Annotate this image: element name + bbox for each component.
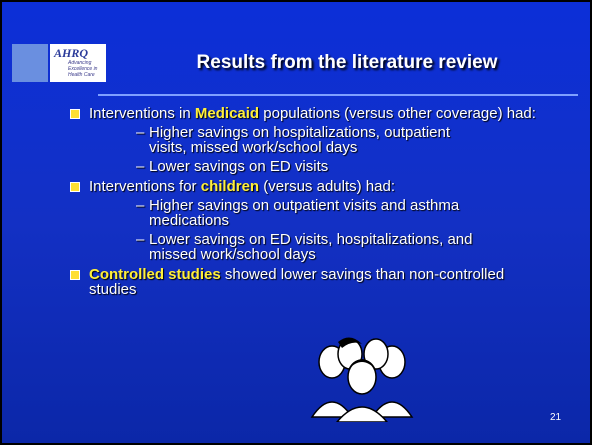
seal	[12, 44, 48, 82]
logo: AHRQ Advancing Excellence in Health Care	[12, 44, 106, 84]
tagline-line: Advancing	[68, 60, 92, 66]
sub-bullet: – Lower savings on ED visits, hospitaliza…	[89, 232, 479, 262]
logo-name: AHRQ	[54, 46, 89, 60]
bullet-marker	[70, 270, 80, 280]
bullet: Interventions for children (versus adult…	[62, 179, 542, 262]
dash: –	[136, 231, 145, 248]
bullet: Interventions in Medicaid populations (v…	[62, 106, 542, 174]
page-number: 21	[550, 412, 562, 423]
bullet-marker	[70, 109, 80, 119]
bullet-text: showed lower savings than non-controlled…	[89, 266, 505, 298]
bullet-text: Interventions in	[89, 105, 195, 122]
sub-bullet: – Higher savings on hospitalizations, out…	[89, 125, 479, 155]
logo-box: AHRQ Advancing Excellence in Health Care	[50, 44, 106, 82]
sub-bullet: – Lower savings on ED visits	[89, 159, 479, 174]
highlight-text: Controlled studies	[89, 266, 221, 283]
sub-bullet-text: Lower savings on ED visits	[149, 158, 329, 175]
sub-bullet-text: Lower savings on ED visits, hospitalizat…	[149, 231, 473, 263]
slide-title: Results from the literature review	[196, 52, 498, 73]
bullet-text: Interventions for	[89, 178, 201, 195]
bullet-text: (versus adults) had:	[259, 178, 395, 195]
bullet: Controlled studies showed lower savings …	[62, 267, 542, 297]
sub-bullet-text: Higher savings on hospitalizations, outp…	[149, 124, 451, 156]
tagline-line: Excellence in	[68, 66, 98, 72]
logo-tagline: Advancing Excellence in Health Care	[68, 60, 97, 78]
tagline-line: Health Care	[68, 72, 95, 78]
highlight-text: Medicaid	[194, 105, 260, 122]
dash: –	[136, 197, 145, 214]
dash: –	[136, 158, 145, 175]
bullet-text: populations (versus other coverage) had:	[259, 105, 536, 122]
bullet-marker	[70, 182, 80, 192]
sub-bullet-text: Higher savings on outpatient visits and …	[149, 197, 460, 229]
people-clipart	[310, 337, 414, 422]
highlight-text: children	[200, 178, 260, 195]
bullet-list: Interventions in Medicaid populations (v…	[62, 106, 542, 302]
title-rule	[98, 94, 578, 96]
sub-bullet: – Higher savings on outpatient visits and…	[89, 198, 479, 228]
dash: –	[136, 124, 145, 141]
